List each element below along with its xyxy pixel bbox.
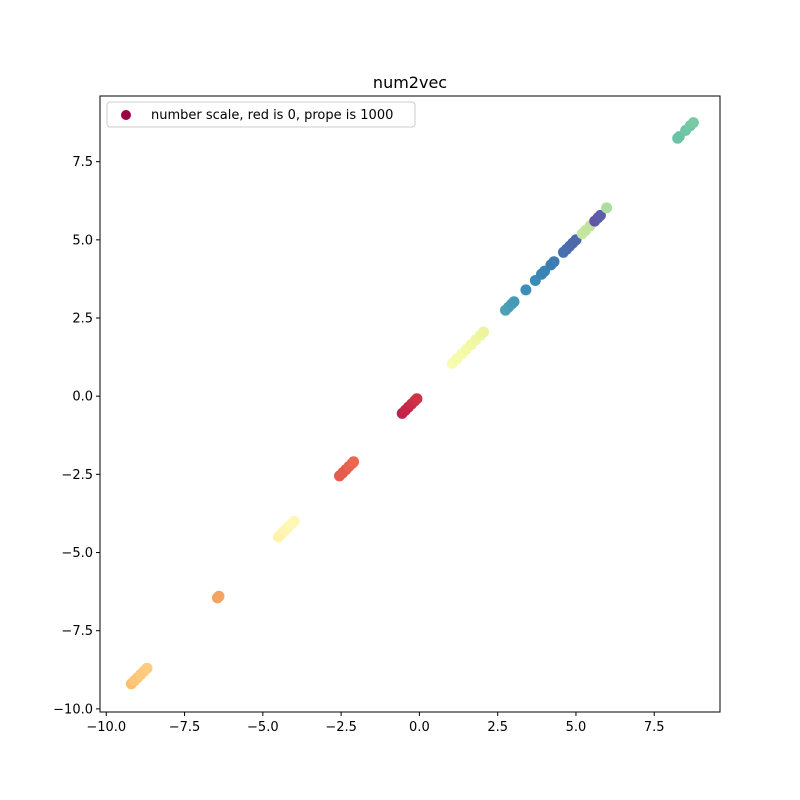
points-layer	[125, 117, 699, 690]
data-point	[594, 209, 606, 221]
x-tick-label: −2.5	[325, 720, 357, 735]
y-tick-label: 7.5	[72, 155, 93, 170]
y-tick-label: 5.0	[72, 233, 93, 248]
legend-label: number scale, red is 0, prope is 1000	[151, 108, 393, 123]
y-tick-label: −7.5	[61, 624, 93, 639]
data-point	[548, 256, 560, 268]
data-point	[288, 515, 300, 527]
y-tick-label: −5.0	[61, 546, 93, 561]
y-tick-label: 0.0	[72, 390, 93, 405]
data-point	[478, 326, 490, 338]
x-tick-label: −7.5	[169, 720, 201, 735]
data-point	[687, 117, 699, 129]
data-point	[520, 284, 532, 296]
data-point	[348, 456, 360, 468]
x-tick-label: 5.0	[566, 720, 587, 735]
y-tick-label: −2.5	[61, 468, 93, 483]
data-point	[213, 590, 225, 602]
axes-layer: −10.0 −7.5 −5.0 −2.5 0.0 2.5 5.0 7.5 −10.0 −7.5 −5…	[53, 95, 721, 735]
legend-box	[106, 101, 416, 128]
legend-marker	[121, 110, 131, 120]
x-tick-label: 2.5	[487, 720, 508, 735]
y-tick-label: −10.0	[53, 702, 93, 717]
legend: number scale, red is 0, prope is 1000	[106, 101, 416, 128]
data-point	[141, 662, 153, 674]
data-point	[411, 393, 423, 405]
x-tick-label: 7.5	[644, 720, 665, 735]
x-tick-label: −10.0	[86, 720, 126, 735]
data-point	[508, 296, 520, 308]
x-tick-label: 0.0	[409, 720, 430, 735]
data-point	[601, 202, 613, 214]
chart-title: num2vec	[373, 73, 447, 92]
x-tick-label: −5.0	[247, 720, 279, 735]
plot-frame	[99, 95, 721, 713]
y-tick-label: 2.5	[72, 312, 93, 327]
